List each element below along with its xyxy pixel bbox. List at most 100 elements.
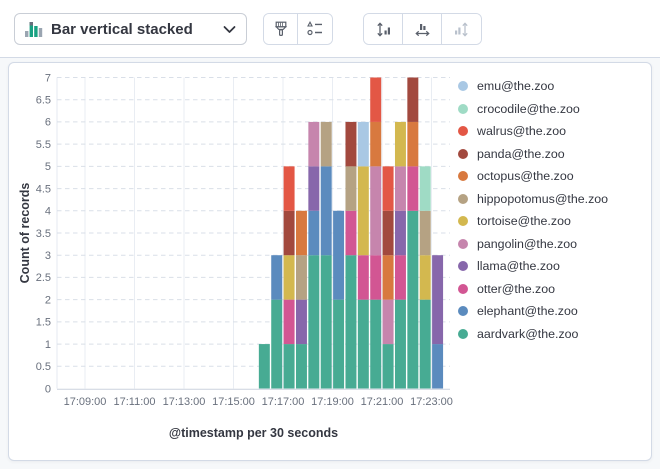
y-tick-label: 4.5: [36, 183, 51, 195]
bar-segment[interactable]: [308, 121, 320, 167]
legend-item[interactable]: hippopotomus@the.zoo: [458, 188, 608, 211]
bar-segment[interactable]: [394, 166, 406, 211]
legend-color-dot-icon: [458, 193, 468, 204]
bar-segment[interactable]: [320, 121, 332, 167]
legend-item[interactable]: panda@the.zoo: [458, 143, 608, 166]
bar-segment[interactable]: [295, 344, 307, 389]
bar-segment[interactable]: [333, 299, 345, 389]
bar-segment[interactable]: [271, 255, 283, 300]
bar-segment[interactable]: [394, 299, 406, 389]
bar-segment[interactable]: [345, 210, 357, 256]
y-tick-label: 3.5: [36, 228, 51, 240]
legend-item[interactable]: octopus@the.zoo: [458, 165, 608, 188]
x-tick-label: 17:17:00: [262, 396, 305, 408]
bar-segment[interactable]: [394, 210, 406, 256]
bar-segment[interactable]: [345, 255, 357, 389]
bar-segment[interactable]: [345, 121, 357, 167]
bar-segment[interactable]: [308, 255, 320, 389]
legend-item-label: aardvark@the.zoo: [477, 326, 579, 341]
bar-segment[interactable]: [407, 210, 419, 389]
bar-segment[interactable]: [394, 255, 406, 300]
right-axis-button[interactable]: [442, 14, 481, 44]
legend-item[interactable]: pangolin@the.zoo: [458, 233, 608, 256]
y-tick-label: 6: [45, 117, 51, 129]
legend-item[interactable]: emu@the.zoo: [458, 75, 608, 98]
x-tick-label: 17:23:00: [410, 396, 453, 408]
legend-item[interactable]: llama@the.zoo: [458, 255, 608, 278]
legend-color-dot-icon: [458, 283, 468, 294]
bar-segment[interactable]: [419, 299, 431, 389]
legend-item[interactable]: aardvark@the.zoo: [458, 323, 608, 346]
bar-segment[interactable]: [283, 299, 295, 345]
legend-color-dot-icon: [458, 103, 468, 114]
y-axis-title: Count of records: [18, 183, 32, 284]
bar-segment[interactable]: [394, 121, 406, 167]
bar-segment[interactable]: [357, 299, 369, 389]
bar-segment[interactable]: [407, 77, 419, 122]
bar-segment[interactable]: [308, 210, 320, 256]
bar-segment[interactable]: [419, 255, 431, 300]
legend-item[interactable]: walrus@the.zoo: [458, 120, 608, 143]
bar-segment[interactable]: [370, 77, 382, 122]
bar-segment[interactable]: [407, 166, 419, 211]
legend-item[interactable]: otter@the.zoo: [458, 278, 608, 301]
bar-segment[interactable]: [370, 121, 382, 167]
legend-color-dot-icon: [458, 261, 468, 272]
vertical-axis-button[interactable]: [364, 14, 403, 44]
chevron-down-icon: [223, 25, 236, 33]
bar-segment[interactable]: [382, 344, 394, 389]
bar-segment[interactable]: [295, 255, 307, 300]
bar-segment[interactable]: [308, 166, 320, 211]
legend-item-label: llama@the.zoo: [477, 259, 560, 274]
bar-segment[interactable]: [320, 255, 332, 389]
axis-button-group: [363, 13, 482, 45]
bar-segment[interactable]: [320, 166, 332, 256]
bar-segment[interactable]: [345, 166, 357, 211]
style-button-group: [263, 13, 333, 45]
horizontal-axis-button[interactable]: [403, 14, 442, 44]
legend-item-label: walrus@the.zoo: [477, 124, 567, 139]
bar-segment[interactable]: [432, 344, 444, 389]
bar-segment[interactable]: [382, 299, 394, 345]
bar-segment[interactable]: [295, 210, 307, 256]
legend-item[interactable]: crocodile@the.zoo: [458, 98, 608, 121]
x-tick-label: 17:21:00: [361, 396, 404, 408]
bar-segment[interactable]: [283, 166, 295, 211]
bar-segment[interactable]: [357, 255, 369, 300]
y-tick-label: 6.5: [36, 95, 51, 107]
bar-segment[interactable]: [271, 299, 283, 389]
bar-segment[interactable]: [283, 255, 295, 300]
legend-item-label: panda@the.zoo: [477, 146, 565, 161]
bar-segment[interactable]: [283, 210, 295, 256]
y-tick-label: 1.5: [36, 317, 51, 329]
legend-item-label: pangolin@the.zoo: [477, 236, 578, 251]
bar-segment[interactable]: [370, 299, 382, 389]
bar-segment[interactable]: [258, 344, 270, 389]
bar-segment[interactable]: [357, 121, 369, 167]
legend-item[interactable]: tortoise@the.zoo: [458, 210, 608, 233]
paintbrush-button[interactable]: [264, 14, 298, 44]
bar-segment[interactable]: [382, 255, 394, 300]
legend-color-dot-icon: [458, 328, 468, 339]
y-tick-label: 3: [45, 250, 51, 262]
horizontal-axis-icon: [414, 23, 430, 36]
bar-segment[interactable]: [382, 166, 394, 211]
bar-segment[interactable]: [432, 255, 444, 345]
bar-segment[interactable]: [370, 166, 382, 256]
bar-segment[interactable]: [407, 121, 419, 167]
bar-segment[interactable]: [333, 210, 345, 300]
bar-segment[interactable]: [419, 166, 431, 211]
right-axis-icon: [455, 21, 468, 37]
legend-settings-button[interactable]: [298, 14, 332, 44]
x-axis-title: @timestamp per 30 seconds: [169, 426, 338, 440]
y-tick-label: 0: [45, 383, 51, 395]
bar-segment[interactable]: [419, 210, 431, 256]
bar-segment[interactable]: [295, 299, 307, 345]
bar-segment[interactable]: [382, 210, 394, 256]
bar-segment[interactable]: [370, 255, 382, 300]
legend-item[interactable]: elephant@the.zoo: [458, 300, 608, 323]
chart-type-dropdown[interactable]: Bar vertical stacked: [14, 13, 247, 45]
bar-segment[interactable]: [283, 344, 295, 389]
bar-segment[interactable]: [357, 166, 369, 256]
